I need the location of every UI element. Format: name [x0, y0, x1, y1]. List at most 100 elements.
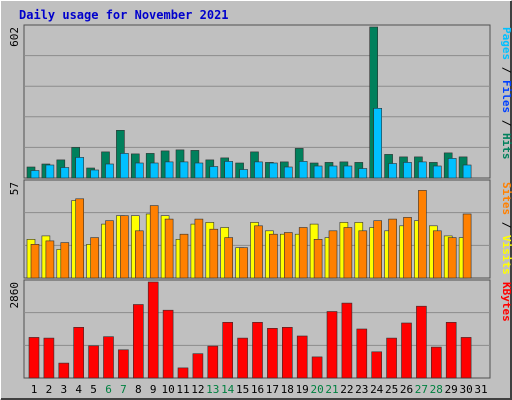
- bar-sites-day-4: [75, 198, 84, 279]
- bar-sites-day-12: [194, 218, 204, 279]
- bar-sites-day-19: [298, 227, 308, 279]
- bar-pages-day-24: [373, 108, 383, 179]
- y-max-label: 2860: [8, 282, 21, 309]
- bar-sites-day-25: [388, 218, 397, 279]
- x-tick-label: 30: [459, 383, 472, 396]
- bar-pages-day-19: [298, 161, 308, 179]
- bar-sites-day-7: [120, 215, 129, 279]
- bar-sites-day-1: [30, 244, 40, 279]
- x-tick-label: 24: [370, 383, 384, 396]
- x-tick-label: 25: [385, 383, 398, 396]
- y-max-label: 57: [8, 182, 21, 195]
- bar-sites-day-23: [358, 230, 368, 279]
- bar-pages-day-4: [75, 157, 84, 179]
- x-tick-label: 14: [221, 383, 235, 396]
- x-axis-labels: 1 2 3 4 5 6 7 8 9 10 11 12 13 14 15 16 17 18 19 20 21 22 23 24 2…: [31, 383, 488, 396]
- bar-pages-day-6: [105, 163, 114, 179]
- bar-sites-day-30: [462, 213, 472, 279]
- bar-kbytes-day-20: [311, 356, 323, 379]
- bar-sites-day-14: [224, 237, 233, 279]
- bar-sites-day-26: [403, 217, 412, 279]
- x-tick-label: 7: [120, 383, 127, 396]
- bar-sites-day-27: [418, 190, 427, 279]
- bar-pages-day-15: [239, 169, 248, 179]
- bar-sites-day-9: [149, 205, 159, 279]
- bar-sites-day-18: [283, 232, 293, 279]
- chart-panels: 602 Pages / Files / Hits 57 Sites / Visits 2…: [8, 24, 512, 379]
- bar-pages-day-11: [179, 161, 189, 179]
- bar-kbytes-day-7: [118, 349, 129, 379]
- legend-separator: /: [500, 215, 512, 235]
- bar-kbytes-day-28: [430, 346, 442, 379]
- bar-sites-day-11: [179, 233, 189, 279]
- bar-kbytes-day-13: [207, 345, 219, 379]
- bar-kbytes-day-27: [416, 305, 427, 379]
- bar-pages-day-20: [313, 165, 323, 179]
- bar-kbytes-day-29: [445, 321, 457, 379]
- x-tick-label: 6: [105, 383, 112, 396]
- x-tick-label: 29: [445, 383, 458, 396]
- bar-kbytes-day-25: [386, 337, 397, 379]
- legend: Pages / Files / Hits: [500, 27, 512, 160]
- bar-kbytes-day-8: [133, 304, 144, 379]
- legend-visits: Visits: [500, 235, 512, 275]
- bar-kbytes-day-22: [341, 302, 353, 379]
- x-tick-label: 28: [430, 383, 443, 396]
- x-tick-label: 1: [31, 383, 38, 396]
- legend-hits: Hits: [500, 133, 512, 160]
- bar-pages-day-13: [209, 166, 219, 179]
- x-tick-label: 3: [60, 383, 67, 396]
- bar-pages-day-3: [60, 167, 70, 179]
- bar-pages-day-1: [30, 170, 40, 179]
- bar-sites-day-17: [269, 233, 278, 279]
- bar-pages-day-27: [418, 161, 427, 179]
- bar-sites-day-5: [90, 237, 99, 279]
- legend-separator: /: [500, 113, 512, 133]
- x-tick-label: 22: [340, 383, 353, 396]
- legend: KBytes: [500, 282, 512, 322]
- bar-sites-day-15: [239, 247, 248, 279]
- bar-pages-day-21: [328, 165, 338, 179]
- bar-pages-day-26: [403, 162, 412, 179]
- bar-kbytes-day-23: [356, 328, 368, 379]
- bar-sites-day-10: [164, 218, 174, 279]
- bar-sites-day-28: [432, 230, 442, 279]
- chart-title: Daily usage for November 2021: [19, 8, 229, 22]
- bar-kbytes-day-10: [162, 309, 174, 379]
- bar-kbytes-day-18: [281, 326, 293, 379]
- panel-sites-visits: 57 Sites / Visits: [8, 179, 512, 279]
- y-max-label: 602: [8, 27, 21, 47]
- x-tick-label: 11: [176, 383, 189, 396]
- x-tick-label: 13: [206, 383, 219, 396]
- bar-kbytes-day-1: [28, 337, 40, 379]
- x-tick-label: 8: [135, 383, 142, 396]
- bar-kbytes-day-19: [296, 335, 308, 379]
- x-tick-label: 21: [325, 383, 338, 396]
- bar-pages-day-18: [283, 166, 293, 179]
- bar-pages-day-8: [135, 162, 144, 179]
- bar-kbytes-day-14: [222, 321, 233, 379]
- bar-pages-day-7: [120, 153, 129, 179]
- bar-sites-day-3: [60, 242, 70, 279]
- bar-pages-day-29: [447, 158, 457, 179]
- bar-kbytes-day-6: [103, 336, 114, 379]
- bar-kbytes-day-2: [43, 337, 55, 379]
- legend-kbytes: KBytes: [500, 282, 512, 322]
- legend-sites: Sites: [500, 182, 512, 215]
- bar-kbytes-day-16: [252, 321, 263, 379]
- bar-pages-day-9: [149, 162, 159, 179]
- bar-pages-day-12: [194, 162, 204, 179]
- legend: Sites / Visits: [500, 182, 512, 275]
- x-tick-label: 10: [161, 383, 174, 396]
- bar-kbytes-day-17: [267, 327, 278, 379]
- bar-pages-day-23: [358, 168, 368, 179]
- bar-sites-day-8: [135, 230, 144, 279]
- bar-sites-day-13: [209, 228, 219, 279]
- bar-kbytes-day-15: [237, 337, 248, 379]
- bar-pages-day-2: [45, 164, 55, 179]
- legend-files: Files: [500, 80, 512, 113]
- panel-pages-files-hits: 602 Pages / Files / Hits: [8, 24, 512, 179]
- x-tick-label: 5: [90, 383, 97, 396]
